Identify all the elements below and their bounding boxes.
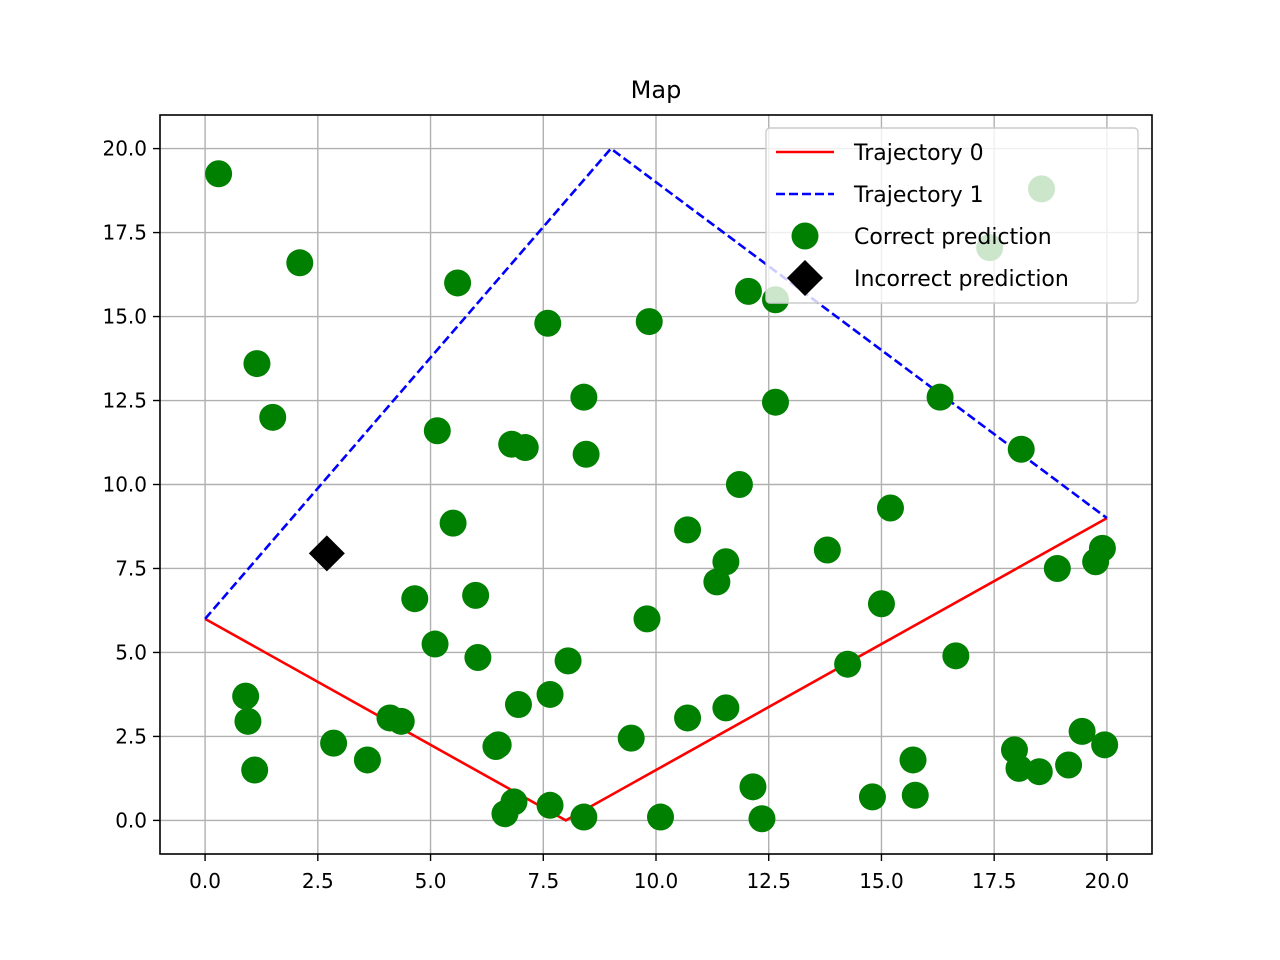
legend-box [765, 127, 1139, 304]
y-tick-label: 0.0 [115, 808, 147, 832]
correct-prediction-point [1068, 717, 1096, 745]
correct-prediction-point [534, 309, 562, 337]
correct-prediction-point [1025, 758, 1053, 786]
correct-prediction-point [739, 773, 767, 801]
correct-prediction-point [1043, 554, 1071, 582]
correct-prediction-point [570, 383, 598, 411]
correct-prediction-point [1055, 751, 1083, 779]
correct-prediction-point [647, 803, 675, 831]
correct-prediction-point [617, 724, 645, 752]
correct-prediction-point [504, 691, 532, 719]
correct-prediction-point [761, 388, 789, 416]
correct-prediction-point [241, 756, 269, 784]
axis-ticks: 0.0 2.5 5.0 7.5 10.0 12.5 15.0 17.5 20.0 0.0 2.5 5.… [102, 137, 1129, 893]
correct-prediction-point [243, 350, 271, 378]
incorrect-prediction-point [308, 535, 345, 572]
correct-prediction-point [444, 269, 472, 297]
correct-prediction-point [635, 308, 663, 336]
correct-prediction-point [942, 642, 970, 670]
correct-prediction-point [484, 731, 512, 759]
x-tick-label: 2.5 [302, 869, 334, 893]
correct-prediction-point [353, 746, 381, 774]
legend-circle-swatch [791, 222, 819, 250]
legend-label: Correct prediction [854, 225, 1052, 250]
correct-prediction-point [536, 791, 564, 819]
x-tick-label: 12.5 [746, 869, 791, 893]
correct-prediction-point [462, 581, 490, 609]
x-tick-label: 7.5 [527, 869, 559, 893]
correct-prediction-point [387, 707, 415, 735]
correct-prediction-point [1007, 435, 1035, 463]
legend: Trajectory 0 Trajectory 1 Correct predicti… [765, 127, 1139, 304]
trajectory-0-line [204, 516, 1108, 822]
correct-prediction-point [401, 585, 429, 613]
correct-prediction-point [834, 650, 862, 678]
correct-prediction-point [234, 707, 262, 735]
correct-prediction-point [926, 383, 954, 411]
correct-prediction-point [876, 494, 904, 522]
y-tick-label: 17.5 [102, 221, 147, 245]
x-tick-label: 10.0 [634, 869, 679, 893]
correct-prediction-point [712, 548, 740, 576]
y-tick-label: 5.0 [115, 640, 147, 664]
correct-prediction-point [320, 729, 348, 757]
y-tick-label: 10.0 [102, 473, 147, 497]
correct-prediction-point [867, 590, 895, 618]
y-tick-label: 15.0 [102, 305, 147, 329]
correct-prediction-point [1005, 754, 1033, 782]
x-tick-label: 15.0 [859, 869, 904, 893]
x-tick-label: 17.5 [972, 869, 1017, 893]
chart-title: Map [631, 76, 682, 104]
legend-diamond-swatch [787, 260, 823, 296]
y-tick-label: 2.5 [115, 724, 147, 748]
correct-prediction-point [439, 509, 467, 537]
x-tick-label: 20.0 [1085, 869, 1130, 893]
legend-label: Trajectory 1 [853, 183, 984, 208]
legend-label: Incorrect prediction [854, 267, 1069, 292]
correct-prediction-point [725, 471, 753, 498]
y-tick-label: 12.5 [102, 389, 147, 413]
correct-prediction-point [899, 746, 927, 774]
correct-prediction-point [901, 781, 929, 809]
correct-prediction-point [232, 682, 260, 710]
correct-prediction-point [813, 536, 841, 564]
correct-prediction-point [748, 805, 776, 833]
correct-prediction-point [205, 160, 233, 188]
correct-prediction-point [554, 647, 582, 675]
y-tick-label: 7.5 [115, 556, 147, 580]
correct-prediction-point [734, 277, 762, 305]
correct-prediction-point [500, 788, 528, 816]
legend-label: Trajectory 0 [853, 141, 984, 166]
correct-prediction-point [703, 568, 731, 596]
correct-prediction-point [511, 434, 539, 462]
correct-prediction-point [536, 680, 564, 708]
correct-prediction-point [423, 417, 451, 445]
correct-prediction-point [570, 803, 598, 831]
correct-prediction-point [712, 694, 740, 722]
correct-prediction-point [674, 516, 702, 544]
correct-prediction-point [858, 783, 886, 811]
y-tick-label: 20.0 [102, 137, 147, 161]
correct-prediction-point [421, 630, 449, 658]
correct-prediction-point [286, 249, 314, 277]
correct-prediction-point [259, 403, 287, 431]
correct-prediction-point [1082, 548, 1110, 576]
x-tick-label: 0.0 [189, 869, 221, 893]
x-tick-label: 5.0 [415, 869, 447, 893]
correct-prediction-point [633, 605, 661, 633]
correct-prediction-point [572, 440, 600, 468]
correct-prediction-point [464, 643, 492, 671]
correct-prediction-point [1091, 731, 1119, 759]
correct-prediction-point [674, 704, 702, 732]
